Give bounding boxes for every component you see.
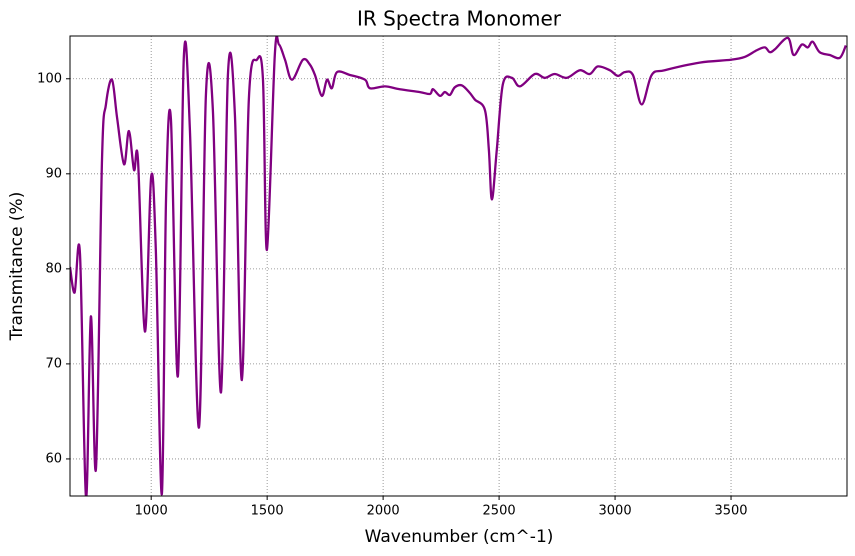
x-tick-label: 3500 [714, 504, 747, 519]
x-tick-label: 1000 [135, 504, 168, 519]
plot-frame [69, 35, 848, 497]
spectrum-line [70, 36, 847, 496]
y-tick-label: 90 [45, 166, 62, 181]
y-tick-label: 100 [37, 71, 62, 86]
x-tick-label: 3000 [599, 504, 632, 519]
x-tick-label: 2000 [367, 504, 400, 519]
x-axis-label: Wavenumber (cm^-1) [365, 527, 554, 547]
y-tick-label: 80 [45, 261, 62, 276]
y-tick-label: 60 [45, 451, 62, 466]
x-tick-label: 1500 [251, 504, 284, 519]
y-axis-label: Transmitance (%) [7, 192, 27, 342]
chart-title: IR Spectra Monomer [357, 7, 562, 31]
y-tick-label: 70 [45, 356, 62, 371]
x-tick-label: 2500 [483, 504, 516, 519]
